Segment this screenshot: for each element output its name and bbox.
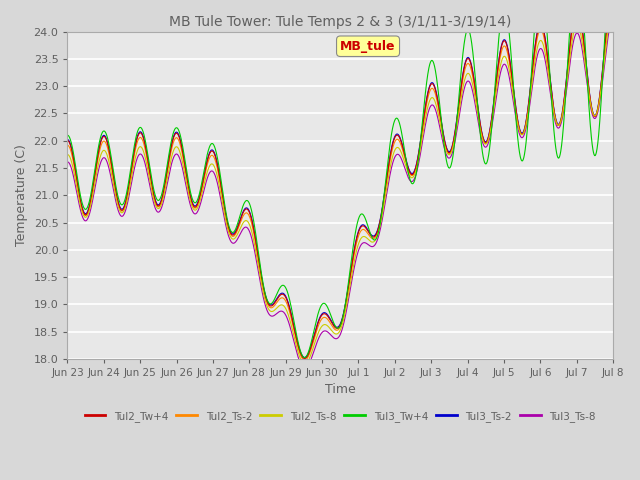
Tul2_Tw+4 [593,108,601,114]
Tul3_Ts-8 [315,336,323,341]
Tul3_Tw+4 [493,52,501,58]
Tul3_Tw+4 [92,164,99,169]
Tul2_Tw+4 [493,69,501,75]
Tul3_Tw+4 [301,355,308,360]
Tul2_Ts-8 [315,329,323,335]
Tul3_Ts-2 [92,168,99,174]
Tul2_Tw+4 [301,356,308,361]
Tul2_Tw+4 [92,169,99,175]
Tul2_Ts-2 [594,107,602,113]
Tul3_Ts-2 [315,318,323,324]
Y-axis label: Temperature (C): Temperature (C) [15,144,28,246]
Tul3_Tw+4 [315,309,323,315]
Line: Tul3_Tw+4: Tul3_Tw+4 [67,0,613,358]
Tul2_Ts-8 [493,80,501,86]
Tul2_Tw+4 [329,322,337,328]
Tul2_Ts-2 [301,358,308,363]
Tul2_Tw+4 [63,138,71,144]
Tul2_Ts-2 [329,324,337,330]
Tul3_Tw+4 [329,318,337,324]
Tul3_Ts-8 [63,159,71,165]
Tul3_Ts-8 [594,110,602,116]
Tul2_Ts-8 [63,152,71,157]
Tul3_Ts-8 [493,87,501,93]
Tul2_Ts-2 [92,172,99,178]
Tul3_Tw+4 [594,142,602,148]
Tul3_Tw+4 [593,144,601,150]
Tul3_Ts-8 [593,111,601,117]
Tul3_Ts-2 [594,106,602,112]
Tul3_Ts-8 [329,335,337,340]
Tul3_Ts-2 [493,68,501,74]
Line: Tul2_Tw+4: Tul2_Tw+4 [67,0,613,359]
Tul3_Tw+4 [63,132,71,138]
Tul2_Ts-8 [329,329,337,335]
Tul2_Ts-8 [301,361,308,367]
Tul2_Ts-2 [493,73,501,79]
Tul2_Ts-8 [609,6,617,12]
Tul3_Ts-2 [301,355,308,360]
Tul2_Ts-8 [594,108,602,113]
Tul3_Ts-8 [301,366,308,372]
X-axis label: Time: Time [325,384,356,396]
Title: MB Tule Tower: Tule Temps 2 & 3 (3/1/11-3/19/14): MB Tule Tower: Tule Temps 2 & 3 (3/1/11-… [169,15,511,29]
Tul3_Ts-8 [609,15,617,21]
Tul3_Ts-8 [92,183,99,189]
Legend: Tul2_Tw+4, Tul2_Ts-2, Tul2_Ts-8, Tul3_Tw+4, Tul3_Ts-2, Tul3_Ts-8: Tul2_Tw+4, Tul2_Ts-2, Tul2_Ts-8, Tul3_Tw… [81,407,600,426]
Tul3_Ts-2 [63,137,71,143]
Tul3_Ts-2 [329,321,337,327]
Text: MB_tule: MB_tule [340,40,396,53]
Tul2_Tw+4 [315,319,323,324]
Tul2_Ts-2 [315,322,323,328]
Tul3_Ts-2 [593,107,601,113]
Tul2_Ts-2 [593,108,601,114]
Tul2_Ts-2 [63,143,71,148]
Line: Tul3_Ts-2: Tul3_Ts-2 [67,0,613,358]
Tul2_Tw+4 [594,107,602,113]
Line: Tul3_Ts-8: Tul3_Ts-8 [67,18,613,369]
Tul2_Ts-8 [92,178,99,183]
Line: Tul2_Ts-2: Tul2_Ts-2 [67,0,613,360]
Line: Tul2_Ts-8: Tul2_Ts-8 [67,9,613,364]
Tul2_Ts-8 [593,108,601,114]
